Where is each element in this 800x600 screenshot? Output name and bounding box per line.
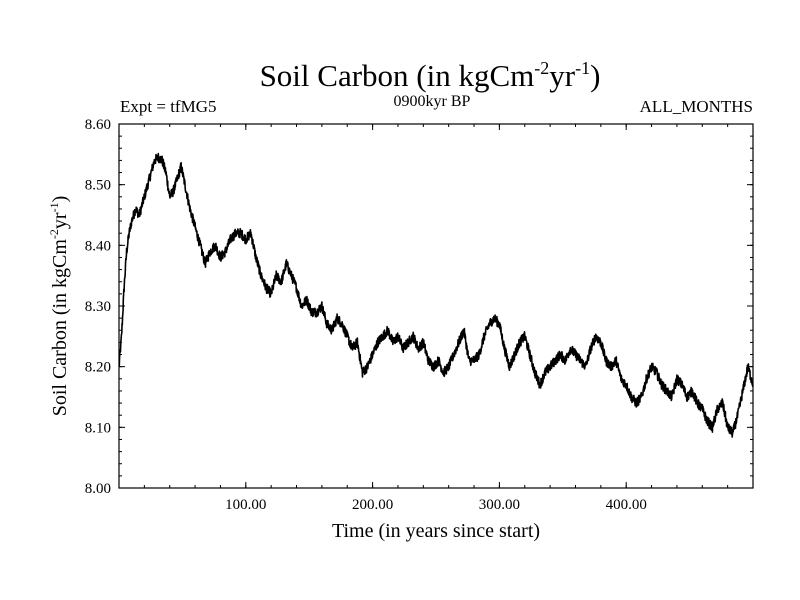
series-line-soil-carbon <box>118 152 754 438</box>
y-tick-label: 8.30 <box>85 299 111 315</box>
series-group <box>118 152 754 438</box>
y-tick-label: 8.50 <box>85 178 111 194</box>
subtitle-months: ALL_MONTHS <box>640 97 753 116</box>
x-axis: 100.00 200.00 300.00 400.00 <box>143 124 729 513</box>
y-tick-label: 8.20 <box>85 360 111 376</box>
x-tick-label: 200.00 <box>352 497 393 513</box>
subtitle-period: 0900kyr BP <box>394 93 471 110</box>
plot-frame <box>118 123 754 489</box>
y-tick-label: 8.00 <box>85 481 111 497</box>
x-axis-label: Time (in years since start) <box>332 520 540 542</box>
y-axis: 8.00 8.10 8.20 8.30 8.40 8.50 8.60 <box>85 117 753 497</box>
x-tick-label: 400.00 <box>606 497 647 513</box>
x-tick-label: 100.00 <box>225 497 266 513</box>
chart-title: Soil Carbon (in kgCm-2yr-1) <box>260 58 601 93</box>
y-tick-label: 8.60 <box>85 117 111 133</box>
y-axis-label: Soil Carbon (in kgCm-2yr-1) <box>47 196 71 417</box>
x-tick-label: 300.00 <box>479 497 520 513</box>
subtitle-experiment: Expt = tfMG5 <box>120 97 216 116</box>
y-tick-label: 8.10 <box>85 420 111 436</box>
y-tick-label: 8.40 <box>85 238 111 254</box>
